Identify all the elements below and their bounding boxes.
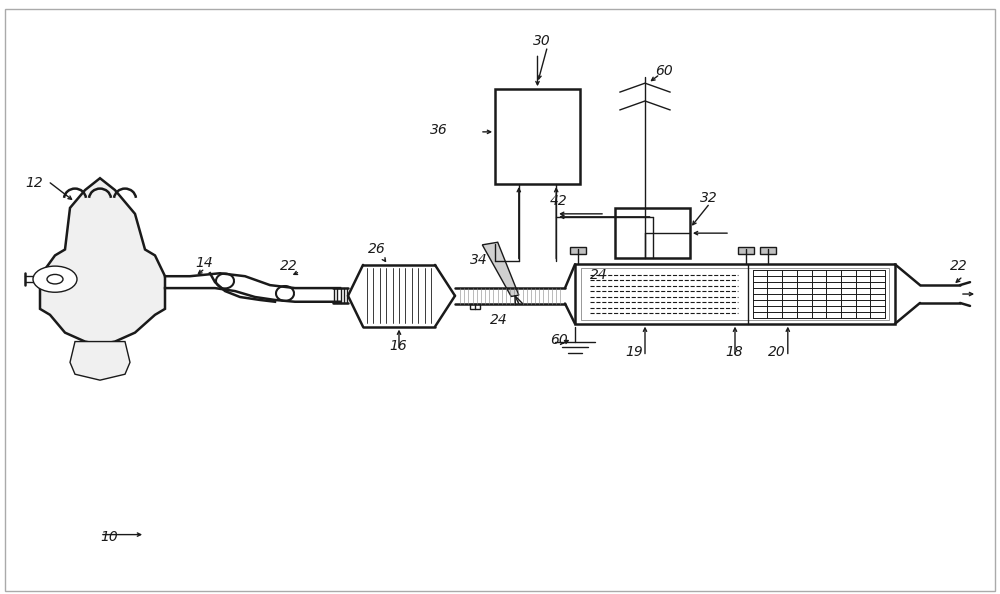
Text: 30: 30 [532, 33, 550, 48]
Text: 10: 10 [100, 529, 118, 544]
Bar [570, 247, 586, 254]
Bar [738, 247, 754, 254]
Text: 19: 19 [625, 345, 643, 359]
Circle shape [33, 266, 77, 292]
Bar [470, 304, 480, 309]
Text: 16: 16 [389, 339, 407, 353]
Text: 34: 34 [470, 253, 488, 267]
Text: 24: 24 [490, 312, 508, 327]
Text: 26: 26 [368, 242, 386, 256]
Bar [575, 264, 895, 324]
Text: 20: 20 [768, 345, 786, 359]
Text: 32: 32 [700, 191, 718, 205]
Text: 60: 60 [655, 64, 673, 78]
Text: 18: 18 [725, 345, 743, 359]
Text: 60: 60 [550, 333, 568, 347]
Text: 22: 22 [280, 259, 298, 273]
Text: 42: 42 [550, 194, 568, 208]
Bar [495, 89, 580, 184]
Polygon shape [70, 342, 130, 380]
Polygon shape [482, 242, 519, 296]
Bar [760, 247, 776, 254]
Text: 24: 24 [590, 268, 608, 282]
Circle shape [47, 274, 63, 284]
Polygon shape [40, 178, 165, 345]
Text: 12: 12 [25, 176, 43, 190]
Text: 36: 36 [430, 122, 448, 137]
Bar [615, 208, 690, 258]
Bar [581, 268, 889, 320]
Text: 22: 22 [950, 259, 968, 273]
Text: 14: 14 [195, 256, 213, 270]
